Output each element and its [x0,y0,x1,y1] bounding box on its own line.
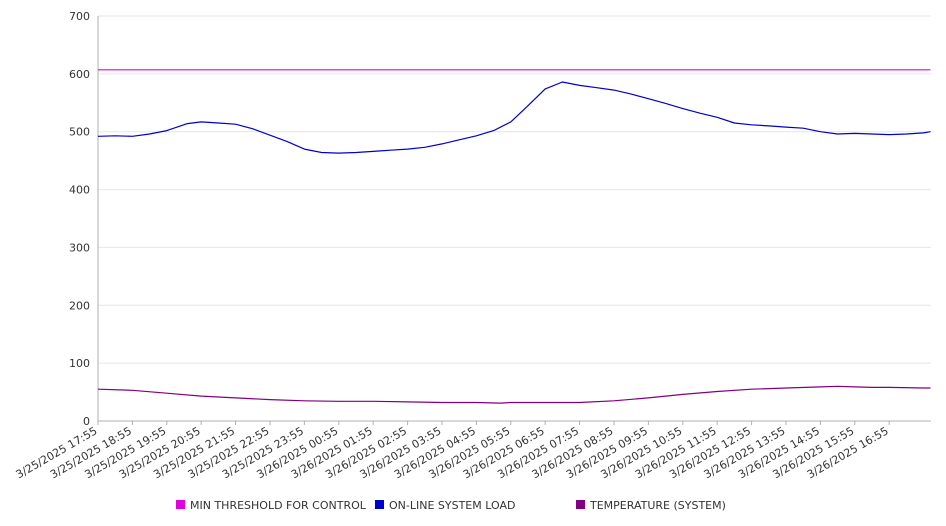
y-tick-label: 500 [69,126,90,139]
series-line-1 [97,81,931,154]
legend-swatch-2 [576,500,585,509]
y-tick-label: 400 [69,184,90,197]
legend-swatch-1 [375,500,384,509]
axes [97,16,931,425]
legend-label-0: MIN THRESHOLD FOR CONTROL [190,499,367,512]
y-tick-label: 100 [69,357,90,370]
legend: MIN THRESHOLD FOR CONTROL ON-LINE SYSTEM … [176,499,726,512]
grid-lines [98,15,931,364]
series-lines [97,69,931,404]
y-tick-label: 200 [69,299,90,312]
series-line-2 [97,385,931,404]
legend-swatch-0 [176,500,185,509]
y-tick-label: 600 [69,68,90,81]
y-tick-label: 300 [69,241,90,254]
legend-label-1: ON-LINE SYSTEM LOAD [389,499,515,512]
legend-label-2: TEMPERATURE (SYSTEM) [589,499,726,512]
x-tick-labels: 3/25/2025 17:553/25/2025 18:553/25/2025 … [14,424,891,481]
y-tick-labels: 0 100 200 300 400 500 600 700 [69,10,90,428]
y-tick-label: 0 [83,415,90,428]
y-tick-label: 700 [69,10,90,23]
